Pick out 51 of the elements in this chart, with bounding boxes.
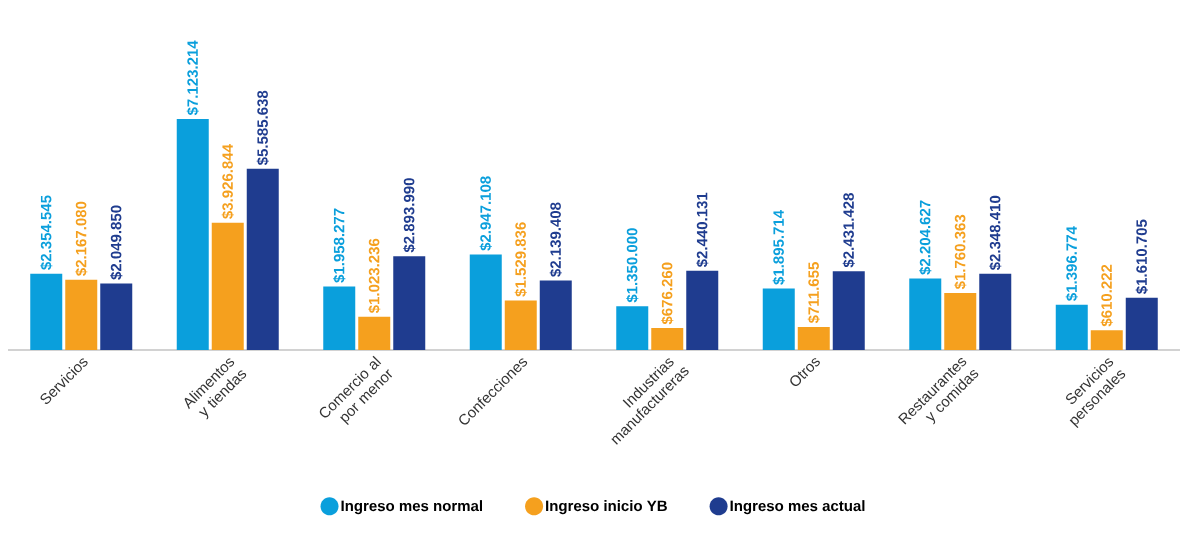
bar	[909, 278, 942, 350]
data-label: $711.655	[807, 262, 820, 324]
legend-label: Ingreso mes normal	[341, 500, 482, 515]
bar	[1090, 330, 1123, 350]
bar	[616, 306, 649, 350]
bar	[979, 273, 1012, 350]
legend-label: Ingreso mes actual	[730, 500, 865, 515]
data-label: $1.396.774	[1065, 226, 1078, 301]
data-label: $5.585.638	[256, 90, 269, 166]
bar	[1125, 297, 1158, 350]
data-label: $1.023.236	[368, 238, 381, 314]
data-label: $676.260	[661, 262, 674, 325]
bar	[797, 326, 830, 350]
bar	[504, 300, 537, 350]
data-label: $2.204.627	[919, 200, 932, 275]
data-label: $2.947.108	[479, 176, 492, 251]
data-label: $1.350.000	[626, 228, 639, 303]
bar	[358, 316, 391, 350]
data-label: $1.895.714	[772, 210, 785, 285]
data-label: $1.610.705	[1135, 219, 1148, 295]
data-label: $2.354.545	[40, 195, 53, 270]
bar	[686, 270, 719, 350]
bar	[762, 288, 795, 350]
bar	[323, 286, 356, 350]
bar	[211, 222, 244, 350]
data-label: $7.123.214	[186, 40, 199, 116]
data-label: $2.049.850	[110, 205, 123, 280]
bar	[944, 292, 977, 350]
data-label: $610.222	[1100, 264, 1113, 327]
bar	[100, 283, 133, 350]
data-label: $1.958.277	[333, 208, 346, 283]
bar	[246, 168, 279, 350]
bar	[1055, 304, 1088, 350]
data-label: $2.893.990	[403, 178, 416, 253]
bar	[469, 254, 502, 350]
data-label: $2.431.428	[842, 193, 855, 268]
bar	[539, 280, 572, 350]
bar	[30, 273, 63, 350]
bar	[393, 256, 426, 350]
bar	[651, 328, 684, 350]
data-label: $3.926.844	[221, 144, 234, 219]
data-label: $1.529.836	[514, 222, 527, 297]
bar	[832, 271, 865, 350]
data-label: $2.440.131	[696, 192, 709, 268]
bar	[176, 118, 209, 350]
legend-label: Ingreso inicio YB	[546, 500, 667, 515]
bar	[65, 279, 98, 350]
data-label: $2.348.410	[989, 195, 1002, 271]
data-label: $2.139.408	[549, 202, 562, 277]
data-label: $1.760.363	[954, 214, 967, 290]
data-label: $2.167.080	[75, 201, 88, 276]
